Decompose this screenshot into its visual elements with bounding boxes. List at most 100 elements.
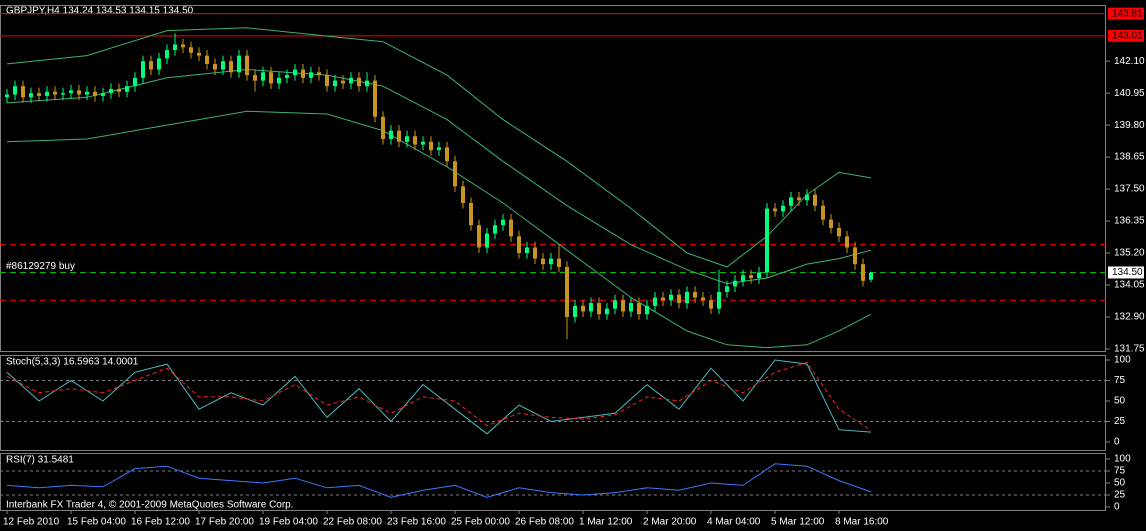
x-tick-label: 17 Feb 20:00 <box>195 517 254 528</box>
candle-body <box>525 247 529 254</box>
candle-body <box>37 93 41 96</box>
x-tick-label: 15 Feb 04:00 <box>67 517 126 528</box>
y-tick-label: 134.05 <box>1114 280 1145 291</box>
candle-body <box>701 297 705 301</box>
candle-body <box>269 72 273 84</box>
price-tag <box>1108 29 1144 42</box>
candle-body <box>445 147 449 162</box>
candle-body <box>229 61 233 73</box>
candle-body <box>301 69 305 78</box>
y-tick-label: 100 <box>1114 355 1131 366</box>
candle-body <box>469 202 473 226</box>
candle-body <box>541 258 545 265</box>
x-tick-label: 1 Mar 12:00 <box>579 517 633 528</box>
candle-body <box>125 86 129 92</box>
candle-body <box>765 208 769 273</box>
candle-body <box>621 300 625 312</box>
candle-body <box>453 161 457 187</box>
rsi-title: RSI(7) 31.5481 <box>6 455 74 466</box>
candle-body <box>325 75 329 87</box>
candle-body <box>549 258 553 265</box>
candle-body <box>629 303 633 312</box>
candle-body <box>757 272 761 279</box>
band-line <box>6 27 872 268</box>
candle-body <box>789 197 793 206</box>
y-tick-label: 75 <box>1114 466 1126 477</box>
y-tick-label: 131.75 <box>1114 344 1145 355</box>
candle-body <box>53 91 57 95</box>
candle-body <box>661 297 665 301</box>
y-tick-label: 138.65 <box>1114 152 1145 163</box>
price-tag <box>1108 266 1144 279</box>
candle-body <box>165 50 169 59</box>
candle-body <box>749 275 753 279</box>
y-tick-label: 132.90 <box>1114 312 1145 323</box>
candle-body <box>253 75 257 81</box>
candle-body <box>213 63 217 70</box>
candle-body <box>181 44 185 48</box>
candle-body <box>485 233 489 248</box>
x-tick-label: 19 Feb 04:00 <box>259 517 318 528</box>
y-tick-label: 50 <box>1114 478 1126 489</box>
candle-body <box>837 227 841 237</box>
candle-body <box>293 69 297 76</box>
price-tag-label: 143.81 <box>1112 8 1143 19</box>
candle-body <box>397 130 401 142</box>
candle-body <box>373 80 377 117</box>
candle-body <box>509 219 513 237</box>
candle-body <box>221 61 225 70</box>
candle-body <box>677 294 681 304</box>
x-tick-label: 26 Feb 08:00 <box>515 517 574 528</box>
candle-body <box>829 219 833 228</box>
y-tick-label: 142.10 <box>1114 56 1145 67</box>
main-panel <box>0 5 1106 352</box>
candle-body <box>669 294 673 301</box>
y-tick-label: 75 <box>1114 375 1126 386</box>
candle-body <box>461 186 465 203</box>
candle-body <box>149 61 153 70</box>
y-tick-label: 140.95 <box>1114 88 1145 99</box>
candle-body <box>101 93 105 96</box>
candle-body <box>845 236 849 248</box>
candle-body <box>21 86 25 98</box>
candle-body <box>173 44 177 51</box>
chart-title: GBPJPY,H4 134.24 134.53 134.15 134.50 <box>6 6 194 17</box>
candle-body <box>477 225 481 248</box>
copyright: Interbank FX Trader 4, © 2001-2009 MetaQ… <box>6 500 294 511</box>
candle-body <box>613 300 617 309</box>
x-tick-label: 4 Mar 04:00 <box>707 517 761 528</box>
candle-body <box>29 93 33 98</box>
x-tick-label: 23 Feb 16:00 <box>387 517 446 528</box>
price-tag-label: 134.50 <box>1112 267 1143 278</box>
candle-body <box>197 52 201 56</box>
x-tick-label: 2 Mar 20:00 <box>643 517 697 528</box>
candle-body <box>501 219 505 226</box>
candle-body <box>405 136 409 142</box>
candle-body <box>781 205 785 212</box>
candle-body <box>797 197 801 201</box>
x-tick-label: 25 Feb 00:00 <box>451 517 510 528</box>
y-tick-label: 50 <box>1114 396 1126 407</box>
candle-body <box>341 80 345 84</box>
candle-body <box>725 286 729 292</box>
candle-body <box>581 305 585 312</box>
candle-body <box>517 236 521 254</box>
x-tick-label: 8 Mar 16:00 <box>835 517 889 528</box>
stoch-panel <box>0 355 1106 451</box>
x-tick-label: 5 Mar 12:00 <box>771 517 825 528</box>
candle-body <box>109 88 113 94</box>
candle-body <box>189 47 193 53</box>
candle-body <box>349 77 353 84</box>
y-tick-label: 139.80 <box>1114 120 1145 131</box>
candle-body <box>285 75 289 78</box>
candle-body <box>205 55 209 64</box>
candle-body <box>117 88 121 92</box>
x-tick-label: 22 Feb 08:00 <box>323 517 382 528</box>
candle-body <box>333 80 337 87</box>
candle-body <box>493 225 497 234</box>
x-tick-label: 16 Feb 12:00 <box>131 517 190 528</box>
y-tick-label: 136.35 <box>1114 216 1145 227</box>
candle-body <box>245 55 249 76</box>
candle-body <box>645 305 649 315</box>
y-tick-label: 100 <box>1114 454 1131 465</box>
